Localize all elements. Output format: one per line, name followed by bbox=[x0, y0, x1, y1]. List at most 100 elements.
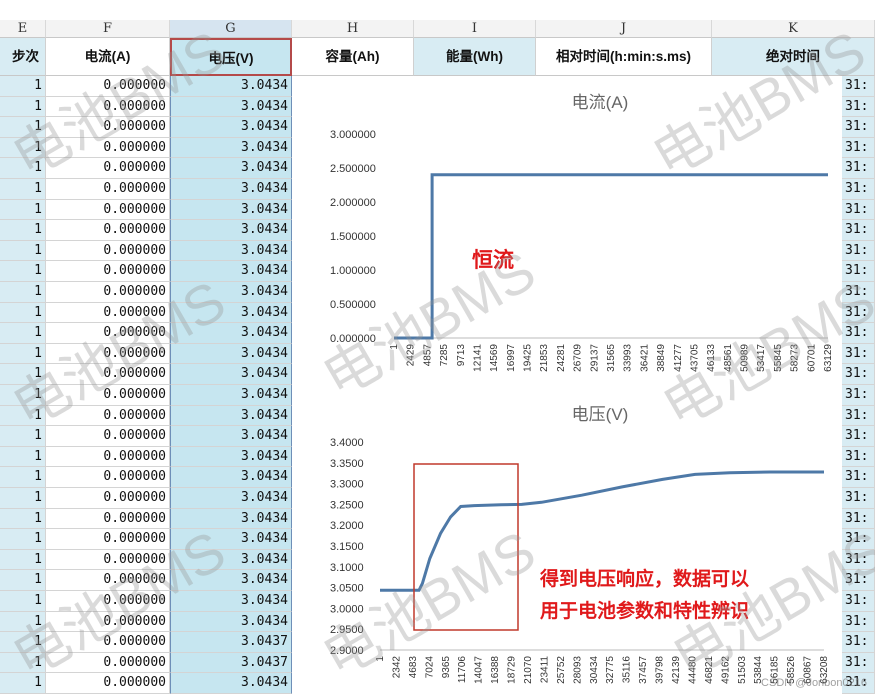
table-cell-voltage[interactable]: 3.0434 bbox=[170, 611, 292, 633]
table-cell-step[interactable]: 1 bbox=[0, 529, 46, 550]
table-cell-voltage[interactable]: 3.0434 bbox=[170, 137, 292, 159]
table-row[interactable]: 1 0.000000 3.0434 31: bbox=[0, 549, 875, 571]
table-cell-voltage[interactable]: 3.0434 bbox=[170, 117, 292, 138]
table-row[interactable]: 1 0.000000 3.0434 31: bbox=[0, 282, 875, 303]
table-cell-current[interactable]: 0.000000 bbox=[46, 302, 170, 324]
table-row[interactable]: 1 0.000000 3.0437 31: bbox=[0, 652, 875, 674]
table-cell-abs[interactable]: 31: bbox=[842, 364, 875, 385]
table-cell-current[interactable]: 0.000000 bbox=[46, 611, 170, 633]
table-cell-abs[interactable]: 31: bbox=[842, 137, 875, 159]
table-cell-current[interactable]: 0.000000 bbox=[46, 570, 170, 591]
table-cell-abs[interactable]: 31: bbox=[842, 158, 875, 179]
table-cell-step[interactable]: 1 bbox=[0, 179, 46, 200]
header-current[interactable]: 电流(A) bbox=[46, 38, 170, 76]
table-cell-voltage[interactable]: 3.0434 bbox=[170, 673, 292, 694]
table-row[interactable]: 1 0.000000 3.0434 31: bbox=[0, 96, 875, 118]
table-cell-step[interactable]: 1 bbox=[0, 137, 46, 159]
table-cell-step[interactable]: 1 bbox=[0, 632, 46, 653]
table-row[interactable]: 1 0.000000 3.0434 31: bbox=[0, 673, 875, 694]
table-cell-abs[interactable]: 31: bbox=[842, 240, 875, 262]
table-cell-abs[interactable]: 31: bbox=[842, 591, 875, 612]
table-cell-current[interactable]: 0.000000 bbox=[46, 591, 170, 612]
table-cell-current[interactable]: 0.000000 bbox=[46, 282, 170, 303]
table-cell-current[interactable]: 0.000000 bbox=[46, 529, 170, 550]
table-cell-abs[interactable]: 31: bbox=[842, 673, 875, 694]
table-cell-voltage[interactable]: 3.0434 bbox=[170, 364, 292, 385]
table-row[interactable]: 1 0.000000 3.0434 31: bbox=[0, 591, 875, 612]
table-cell-abs[interactable]: 31: bbox=[842, 323, 875, 344]
table-cell-current[interactable]: 0.000000 bbox=[46, 137, 170, 159]
column-letter-k[interactable]: K bbox=[712, 20, 875, 38]
table-cell-voltage[interactable]: 3.0434 bbox=[170, 343, 292, 365]
table-cell-current[interactable]: 0.000000 bbox=[46, 632, 170, 653]
header-energy[interactable]: 能量(Wh) bbox=[414, 38, 536, 76]
table-cell-current[interactable]: 0.000000 bbox=[46, 652, 170, 674]
table-cell-step[interactable]: 1 bbox=[0, 488, 46, 509]
table-cell-abs[interactable]: 31: bbox=[842, 488, 875, 509]
table-cell-abs[interactable]: 31: bbox=[842, 76, 875, 97]
table-cell-current[interactable]: 0.000000 bbox=[46, 323, 170, 344]
table-cell-abs[interactable]: 31: bbox=[842, 302, 875, 324]
table-cell-current[interactable]: 0.000000 bbox=[46, 446, 170, 468]
table-cell-step[interactable]: 1 bbox=[0, 220, 46, 241]
current-chart[interactable]: 电流(A) 0.000000 0.500000 1.000000 1.500000 2.0… bbox=[322, 80, 838, 392]
table-cell-voltage[interactable]: 3.0434 bbox=[170, 323, 292, 344]
table-cell-voltage[interactable]: 3.0434 bbox=[170, 76, 292, 97]
table-cell-step[interactable]: 1 bbox=[0, 96, 46, 118]
table-cell-step[interactable]: 1 bbox=[0, 549, 46, 571]
column-letter-g[interactable]: G bbox=[170, 20, 292, 38]
table-cell-step[interactable]: 1 bbox=[0, 199, 46, 221]
column-letter-e[interactable]: E bbox=[0, 20, 46, 38]
table-row[interactable]: 1 0.000000 3.0434 31: bbox=[0, 611, 875, 633]
column-letter-i[interactable]: I bbox=[414, 20, 536, 38]
table-cell-abs[interactable]: 31: bbox=[842, 570, 875, 591]
table-cell-abs[interactable]: 31: bbox=[842, 282, 875, 303]
table-cell-voltage[interactable]: 3.0434 bbox=[170, 179, 292, 200]
table-cell-voltage[interactable]: 3.0434 bbox=[170, 240, 292, 262]
table-cell-voltage[interactable]: 3.0434 bbox=[170, 405, 292, 427]
table-cell-step[interactable]: 1 bbox=[0, 117, 46, 138]
table-cell-voltage[interactable]: 3.0434 bbox=[170, 199, 292, 221]
header-relative-time[interactable]: 相对时间(h:min:s.ms) bbox=[536, 38, 712, 76]
table-cell-current[interactable]: 0.000000 bbox=[46, 240, 170, 262]
table-cell-abs[interactable]: 31: bbox=[842, 446, 875, 468]
table-row[interactable]: 1 0.000000 3.0434 31: bbox=[0, 385, 875, 406]
table-cell-current[interactable]: 0.000000 bbox=[46, 364, 170, 385]
table-cell-step[interactable]: 1 bbox=[0, 467, 46, 488]
table-cell-current[interactable]: 0.000000 bbox=[46, 549, 170, 571]
table-cell-abs[interactable]: 31: bbox=[842, 385, 875, 406]
table-cell-abs[interactable]: 31: bbox=[842, 508, 875, 530]
table-row[interactable]: 1 0.000000 3.0437 31: bbox=[0, 632, 875, 653]
table-cell-current[interactable]: 0.000000 bbox=[46, 467, 170, 488]
table-cell-voltage[interactable]: 3.0434 bbox=[170, 488, 292, 509]
table-cell-current[interactable]: 0.000000 bbox=[46, 96, 170, 118]
table-cell-current[interactable]: 0.000000 bbox=[46, 488, 170, 509]
table-cell-step[interactable]: 1 bbox=[0, 508, 46, 530]
table-cell-step[interactable]: 1 bbox=[0, 446, 46, 468]
table-cell-current[interactable]: 0.000000 bbox=[46, 220, 170, 241]
table-cell-abs[interactable]: 31: bbox=[842, 199, 875, 221]
voltage-chart[interactable]: 电压(V) 2.9000 2.9500 3.0000 3.0500 3.1000 3.150… bbox=[322, 392, 838, 697]
column-letter-h[interactable]: H bbox=[292, 20, 414, 38]
table-row[interactable]: 1 0.000000 3.0434 31: bbox=[0, 240, 875, 262]
table-cell-step[interactable]: 1 bbox=[0, 652, 46, 674]
table-cell-step[interactable]: 1 bbox=[0, 343, 46, 365]
table-cell-step[interactable]: 1 bbox=[0, 240, 46, 262]
table-cell-step[interactable]: 1 bbox=[0, 426, 46, 447]
table-row[interactable]: 1 0.000000 3.0434 31: bbox=[0, 261, 875, 282]
table-cell-voltage[interactable]: 3.0434 bbox=[170, 158, 292, 179]
table-cell-step[interactable]: 1 bbox=[0, 76, 46, 97]
table-cell-abs[interactable]: 31: bbox=[842, 426, 875, 447]
table-cell-voltage[interactable]: 3.0434 bbox=[170, 385, 292, 406]
table-cell-voltage[interactable]: 3.0434 bbox=[170, 529, 292, 550]
header-voltage[interactable]: 电压(V) bbox=[170, 38, 292, 76]
table-cell-current[interactable]: 0.000000 bbox=[46, 405, 170, 427]
table-cell-current[interactable]: 0.000000 bbox=[46, 343, 170, 365]
table-row[interactable]: 1 0.000000 3.0434 31: bbox=[0, 158, 875, 179]
table-cell-abs[interactable]: 31: bbox=[842, 117, 875, 138]
table-cell-step[interactable]: 1 bbox=[0, 323, 46, 344]
table-cell-step[interactable]: 1 bbox=[0, 302, 46, 324]
table-cell-voltage[interactable]: 3.0434 bbox=[170, 549, 292, 571]
table-cell-abs[interactable]: 31: bbox=[842, 343, 875, 365]
table-cell-voltage[interactable]: 3.0434 bbox=[170, 220, 292, 241]
